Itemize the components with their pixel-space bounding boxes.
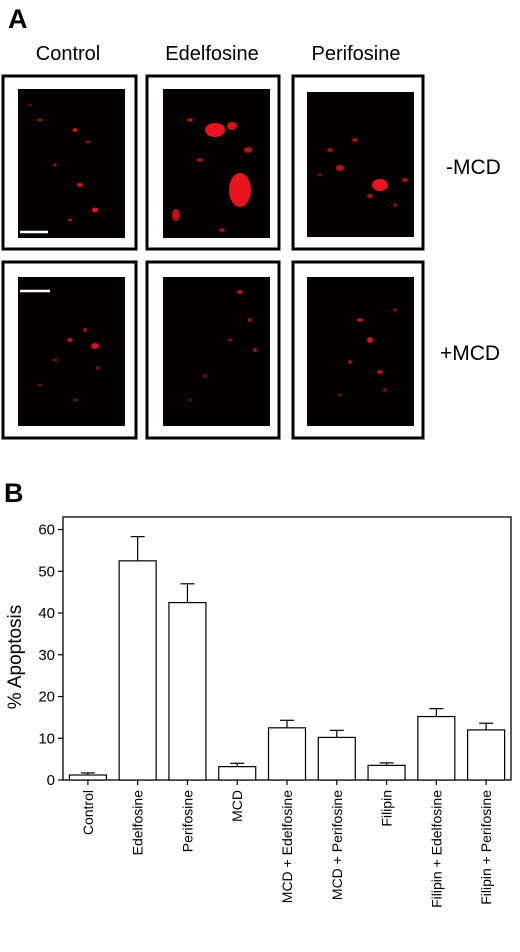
red-fluorescence-spots xyxy=(38,328,100,402)
fluorescence-spot xyxy=(91,343,99,349)
fluorescence-spot xyxy=(77,183,83,187)
fluorescence-spot xyxy=(228,338,232,342)
micrograph-perifosine-plus-mcd xyxy=(291,260,425,440)
micrograph-edelfosine-plus-mcd xyxy=(145,260,281,440)
micrograph-control-minus-mcd xyxy=(1,74,138,251)
fluorescence-spot xyxy=(67,338,73,342)
red-fluorescence-spots xyxy=(172,118,252,232)
fluorescence-spot xyxy=(68,218,72,222)
fluorescence-spot xyxy=(205,123,225,137)
bar xyxy=(417,715,456,781)
bar xyxy=(367,764,406,781)
fluorescence-spot xyxy=(383,388,387,392)
fluorescence-spot xyxy=(318,173,322,177)
fluorescence-spot xyxy=(336,165,344,171)
row-label-minus-mcd: -MCD xyxy=(446,156,501,179)
panel-a-letter: A xyxy=(8,4,28,34)
fluorescence-spot xyxy=(367,194,373,198)
fluorescence-spot xyxy=(244,147,252,153)
fluorescence-spot xyxy=(393,203,397,207)
fluorescence-spot xyxy=(402,178,408,182)
red-fluorescence-spots xyxy=(338,308,397,397)
x-tick-label: Control xyxy=(80,790,96,835)
y-tick-label: 40 xyxy=(38,605,55,622)
panel-a-micrographs: A Control Edelfosine Perifosine -MCD +MC… xyxy=(1,4,501,440)
row-label-plus-mcd: +MCD xyxy=(440,342,500,365)
y-tick-label: 20 xyxy=(38,689,55,706)
y-tick-label: 30 xyxy=(38,647,55,664)
y-axis-label: % Apoptosis xyxy=(5,605,26,710)
x-tick-label: MCD + Perifosine xyxy=(329,790,345,900)
x-tick-label: MCD xyxy=(229,790,245,822)
fluorescence-spot xyxy=(367,337,373,343)
fluorescence-spot xyxy=(338,393,342,397)
bar xyxy=(168,601,207,781)
fluorescence-spot xyxy=(393,308,397,312)
bar xyxy=(68,774,107,781)
fluorescence-spot xyxy=(38,118,42,122)
fluorescence-spot xyxy=(83,328,87,332)
panel-b-bar-chart: B % Apoptosis 0 10 20 30 40 50 60 Control Edelfo… xyxy=(4,478,512,908)
x-tick-label: Perifosine xyxy=(179,790,195,852)
fluorescence-spot xyxy=(229,173,251,207)
fluorescence-spot xyxy=(237,290,243,294)
plot-area: 0 10 20 30 40 50 60 Control Edelfosine Perifosine… xyxy=(38,516,512,908)
fluorescence-spot xyxy=(28,104,32,106)
x-tick-label: Filipin + Perifosine xyxy=(478,790,494,905)
fluorescence-spot xyxy=(38,383,42,387)
fluorescence-spot xyxy=(197,158,203,162)
fluorescence-spot xyxy=(96,366,100,370)
column-label-perifosine: Perifosine xyxy=(312,43,401,65)
fluorescence-spot xyxy=(348,360,352,364)
bar xyxy=(118,560,157,781)
y-tick-label: 10 xyxy=(38,730,55,747)
x-tick-label: Filipin xyxy=(379,790,395,827)
fluorescence-spot xyxy=(187,118,193,122)
fluorescence-spot xyxy=(227,122,237,130)
red-fluorescence-spots xyxy=(28,104,98,222)
y-tick-label: 0 xyxy=(47,772,55,789)
red-fluorescence-spots xyxy=(318,138,408,207)
fluorescence-spot xyxy=(203,374,207,378)
column-label-edelfosine: Edelfosine xyxy=(165,43,258,65)
fluorescence-spot xyxy=(92,207,98,213)
fluorescence-spot xyxy=(253,348,257,352)
panel-b-letter: B xyxy=(4,478,24,508)
fluorescence-spot xyxy=(377,370,383,374)
x-tick-label: Filipin + Edelfosine xyxy=(428,790,444,908)
x-tick-label: Edelfosine xyxy=(130,790,146,856)
fluorescence-spot xyxy=(327,148,333,152)
fluorescence-spot xyxy=(219,228,225,232)
bar xyxy=(317,736,356,781)
red-fluorescence-spots xyxy=(188,290,257,402)
fluorescence-spot xyxy=(248,318,252,322)
fluorescence-spot xyxy=(53,163,57,167)
y-tick-label: 60 xyxy=(38,522,55,539)
fluorescence-spot xyxy=(86,140,90,144)
fluorescence-spot xyxy=(172,209,180,221)
fluorescence-spot xyxy=(352,138,358,142)
fluorescence-spot xyxy=(72,128,78,132)
y-tick-label: 50 xyxy=(38,563,55,580)
micrograph-control-plus-mcd xyxy=(1,260,138,440)
bar xyxy=(267,727,307,781)
fluorescence-spot xyxy=(53,358,57,362)
fluorescence-spot xyxy=(73,398,77,402)
fluorescence-spot xyxy=(372,179,388,191)
micrograph-edelfosine-minus-mcd xyxy=(145,74,281,251)
micrograph-perifosine-minus-mcd xyxy=(291,74,425,251)
bar xyxy=(467,729,506,781)
fluorescence-spot xyxy=(357,318,363,322)
fluorescence-spot xyxy=(188,398,192,402)
column-label-control: Control xyxy=(36,43,100,65)
x-tick-label: MCD + Edelfosine xyxy=(279,790,295,903)
bar xyxy=(218,766,257,781)
